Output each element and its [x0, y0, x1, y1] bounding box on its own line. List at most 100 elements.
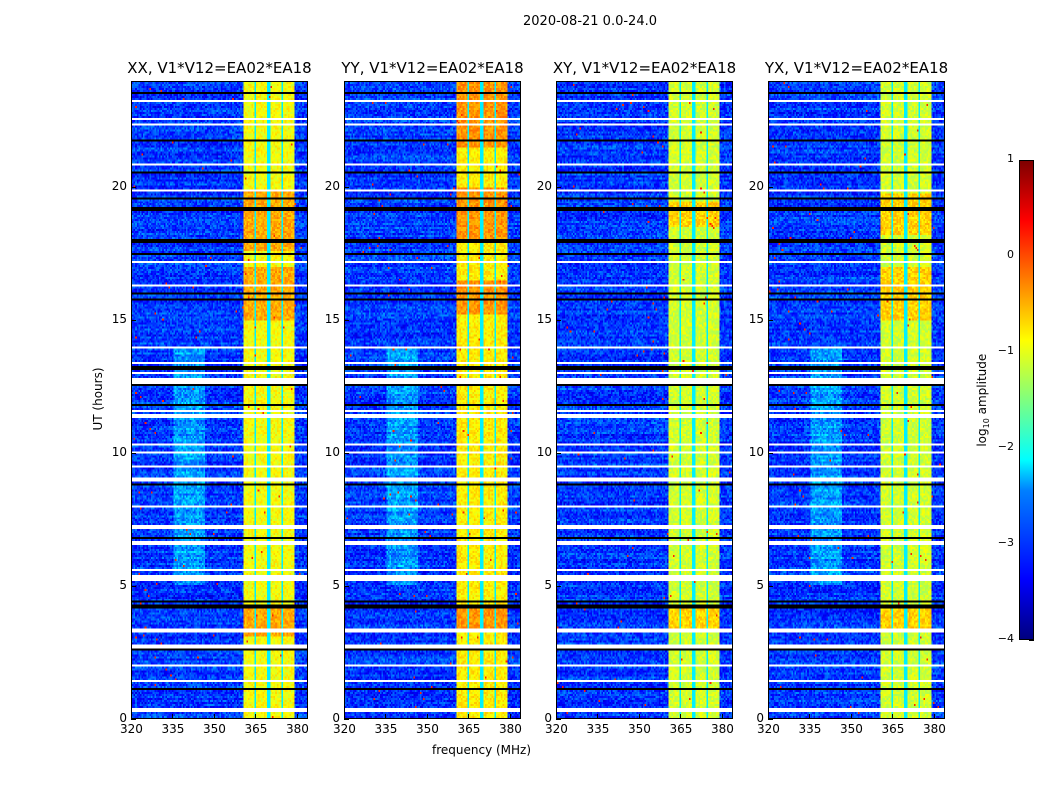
x-tick-label: 320 [333, 722, 356, 736]
x-tick-label: 320 [757, 722, 780, 736]
y-tick-label: 5 [544, 578, 552, 593]
panel-title: YX, V1*V12=EA02*EA18 [764, 59, 949, 77]
x-tick-label: 335 [161, 722, 185, 736]
y-tick-label: 5 [756, 578, 764, 593]
y-tick-mark [768, 187, 773, 189]
colorbar-tick-label: −1 [997, 344, 1014, 357]
x-tick-mark [638, 714, 640, 719]
colorbar-tick-label: −4 [997, 632, 1014, 645]
x-tick-mark [131, 714, 132, 719]
x-tick-label: 365 [881, 722, 905, 736]
y-tick-mark [344, 586, 349, 588]
x-tick-mark [933, 714, 935, 719]
y-tick-label: 15 [748, 312, 764, 327]
y-tick-mark [131, 453, 136, 455]
y-tick-mark [768, 719, 773, 720]
figure-title: 2020-08-21 0.0-24.0 [523, 14, 657, 29]
y-tick-mark [344, 187, 349, 189]
spectrogram-image [557, 82, 732, 718]
x-tick-label: 365 [457, 722, 481, 736]
x-tick-label: 335 [586, 722, 610, 736]
y-tick-mark [768, 320, 773, 322]
colorbar-label: log10 amplitude [974, 353, 992, 447]
y-tick-label: 0 [332, 711, 340, 725]
y-tick-mark [768, 453, 773, 455]
colorbar [1019, 160, 1034, 640]
y-tick-label: 5 [119, 578, 127, 593]
y-tick-label: 0 [756, 711, 764, 725]
spectrogram-image [769, 82, 944, 718]
y-tick-mark [556, 320, 561, 322]
x-tick-label: 350 [839, 722, 863, 736]
panel-title: XX, V1*V12=EA02*EA18 [127, 59, 312, 77]
y-tick-label: 5 [332, 578, 340, 593]
y-tick-mark [131, 320, 136, 322]
spectrogram-panel [768, 81, 945, 719]
y-tick-mark [131, 586, 136, 588]
x-tick-mark [426, 714, 428, 719]
x-tick-label: 335 [374, 722, 398, 736]
colorbar-tick-mark [1029, 640, 1034, 641]
spectrogram-panel [131, 81, 308, 719]
x-tick-mark [296, 714, 298, 719]
spectrogram-panel [556, 81, 733, 719]
y-tick-mark [344, 453, 349, 455]
x-tick-mark [680, 714, 682, 719]
x-tick-mark [468, 714, 470, 719]
x-tick-label: 365 [669, 722, 693, 736]
x-tick-mark [385, 714, 387, 719]
y-tick-label: 15 [324, 312, 340, 327]
spectrogram-image [132, 82, 307, 718]
x-tick-label: 380 [710, 722, 734, 736]
x-tick-label: 335 [798, 722, 822, 736]
colorbar-tick-label: −3 [997, 536, 1014, 549]
x-tick-mark [344, 714, 345, 719]
x-tick-label: 350 [202, 722, 226, 736]
x-tick-mark [172, 714, 174, 719]
y-tick-label: 0 [544, 711, 552, 725]
colorbar-tick-label: 1 [1007, 152, 1014, 165]
colorbar-tick-label: 0 [1007, 248, 1014, 261]
x-tick-mark [809, 714, 811, 719]
y-tick-label: 10 [536, 445, 552, 460]
y-tick-mark [344, 719, 349, 720]
y-tick-label: 20 [748, 179, 764, 194]
x-tick-mark [509, 714, 511, 719]
y-tick-mark [131, 187, 136, 189]
y-tick-mark [556, 187, 561, 189]
x-tick-mark [721, 714, 723, 719]
x-tick-label: 320 [545, 722, 568, 736]
y-tick-label: 0 [119, 711, 127, 725]
x-tick-label: 350 [415, 722, 439, 736]
y-tick-label: 20 [324, 179, 340, 194]
x-tick-label: 380 [922, 722, 946, 736]
x-tick-mark [892, 714, 894, 719]
x-tick-mark [597, 714, 599, 719]
x-tick-mark [255, 714, 257, 719]
y-tick-label: 20 [111, 179, 127, 194]
panel-title: XY, V1*V12=EA02*EA18 [552, 59, 737, 77]
x-tick-label: 365 [244, 722, 268, 736]
y-tick-mark [556, 586, 561, 588]
x-tick-mark [768, 714, 769, 719]
y-tick-mark [768, 586, 773, 588]
panel-title: YY, V1*V12=EA02*EA18 [341, 59, 524, 77]
x-tick-mark [850, 714, 852, 719]
y-tick-mark [556, 453, 561, 455]
spectrogram-image [345, 82, 520, 718]
y-tick-label: 10 [324, 445, 340, 460]
y-tick-mark [556, 719, 561, 720]
x-axis-label: frequency (MHz) [432, 743, 532, 757]
y-tick-label: 10 [111, 445, 127, 460]
y-axis-label: UT (hours) [91, 367, 105, 431]
x-tick-label: 380 [285, 722, 309, 736]
y-tick-mark [131, 719, 136, 720]
y-tick-label: 10 [748, 445, 764, 460]
x-tick-mark [556, 714, 557, 719]
x-tick-label: 380 [498, 722, 522, 736]
y-tick-mark [344, 320, 349, 322]
colorbar-tick-label: −2 [997, 440, 1014, 453]
x-tick-label: 320 [120, 722, 143, 736]
y-tick-label: 15 [111, 312, 127, 327]
x-tick-mark [213, 714, 215, 719]
